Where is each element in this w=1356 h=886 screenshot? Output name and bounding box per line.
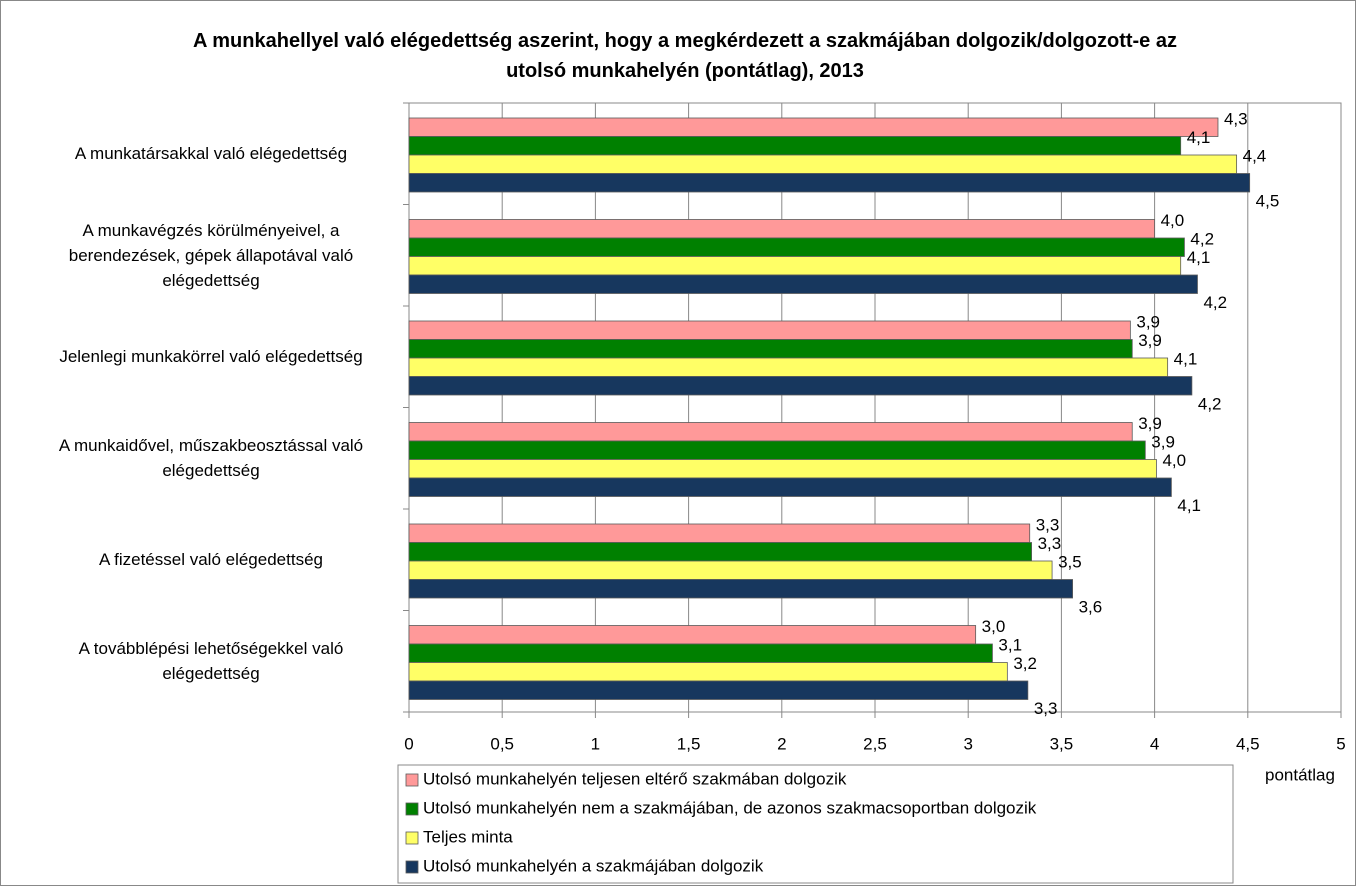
data-label: 4,5 xyxy=(1256,191,1280,210)
x-tick-label: 1 xyxy=(591,734,600,753)
bar xyxy=(408,320,1131,340)
bar xyxy=(408,256,1182,276)
y-tick-label: A munkaidővel, műszakbeosztással való el… xyxy=(58,436,364,481)
data-label: 4,3 xyxy=(1224,109,1248,128)
bar xyxy=(408,376,1193,396)
x-tick-label: 0,5 xyxy=(490,734,514,753)
legend-label: Utolsó munkahelyén a szakmájában dolgozi… xyxy=(423,856,764,875)
x-tick-label: 2,5 xyxy=(863,734,887,753)
data-label: 4,0 xyxy=(1162,451,1186,470)
chart-title: A munkahellyel való elégedettség aszerin… xyxy=(193,30,1177,82)
legend-label: Teljes minta xyxy=(423,827,513,846)
bar xyxy=(408,579,1073,599)
bar xyxy=(408,136,1182,156)
data-label: 3,9 xyxy=(1136,312,1160,331)
legend-swatch xyxy=(405,773,419,787)
data-label: 4,0 xyxy=(1161,211,1185,230)
x-tick-label: 1,5 xyxy=(677,734,701,753)
x-tick-label: 2 xyxy=(777,734,786,753)
bar xyxy=(408,219,1155,239)
x-tick-label: 5 xyxy=(1336,734,1345,753)
data-label: 4,1 xyxy=(1187,128,1211,147)
y-tick-label: A munkavégzés körülményeivel, a berendez… xyxy=(68,220,354,290)
bar xyxy=(408,422,1133,442)
data-label: 4,1 xyxy=(1187,248,1211,267)
bar xyxy=(408,625,977,645)
data-label: 4,2 xyxy=(1198,394,1222,413)
data-label: 4,1 xyxy=(1177,496,1201,515)
legend-swatch xyxy=(405,860,419,874)
x-axis-label: pontátlag xyxy=(1265,765,1335,784)
bar xyxy=(408,357,1169,377)
data-label: 3,1 xyxy=(998,635,1022,654)
legend-swatch xyxy=(405,831,419,845)
data-label: 4,4 xyxy=(1243,146,1267,165)
bar xyxy=(408,477,1172,497)
bar xyxy=(408,117,1219,137)
data-label: 3,9 xyxy=(1151,432,1175,451)
data-label: 3,9 xyxy=(1138,331,1162,350)
bar xyxy=(408,459,1157,479)
y-tick-label: A fizetéssel való elégedettség xyxy=(99,550,323,570)
x-tick-label: 4 xyxy=(1150,734,1159,753)
bar xyxy=(408,274,1198,294)
x-tick-label: 3 xyxy=(963,734,972,753)
data-label: 3,5 xyxy=(1058,552,1082,571)
bar xyxy=(408,440,1146,460)
bar xyxy=(408,173,1251,193)
data-label: 4,2 xyxy=(1203,293,1227,312)
legend-label: Utolsó munkahelyén nem a szakmájában, de… xyxy=(423,798,1037,817)
y-tick-label: A munkatársakkal való elégedettség xyxy=(74,144,348,164)
bar xyxy=(408,154,1238,174)
data-label: 3,0 xyxy=(982,617,1006,636)
data-label: 3,6 xyxy=(1079,597,1103,616)
data-label: 3,3 xyxy=(1036,515,1060,534)
data-label: 3,3 xyxy=(1038,534,1062,553)
bar xyxy=(408,523,1031,543)
bar xyxy=(408,237,1185,257)
bar xyxy=(408,680,1029,700)
data-label: 4,2 xyxy=(1190,229,1214,248)
data-label: 3,9 xyxy=(1138,414,1162,433)
x-tick-label: 3,5 xyxy=(1050,734,1074,753)
legend-swatch xyxy=(405,802,419,816)
data-label: 3,2 xyxy=(1013,654,1037,673)
bar xyxy=(408,542,1032,562)
x-tick-label: 0 xyxy=(404,734,413,753)
bar xyxy=(408,662,1008,682)
bar xyxy=(408,339,1133,359)
y-tick-label: A továbblépési lehetőségekkel való elége… xyxy=(78,639,344,684)
legend-box xyxy=(397,764,1234,884)
legend-label: Utolsó munkahelyén teljesen eltérő szakm… xyxy=(423,769,847,788)
y-tick-label: Jelenlegi munkakörrel való elégedettség xyxy=(59,347,363,367)
data-label: 3,3 xyxy=(1034,699,1058,718)
data-label: 4,1 xyxy=(1174,349,1198,368)
bar xyxy=(408,643,993,663)
bar xyxy=(408,560,1053,580)
x-tick-label: 4,5 xyxy=(1236,734,1260,753)
